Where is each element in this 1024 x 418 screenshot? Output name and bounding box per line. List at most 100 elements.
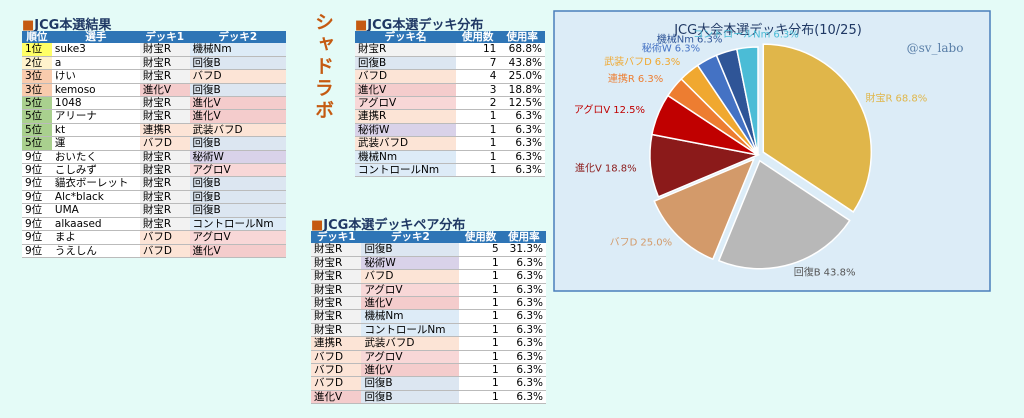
table-cell: 連携R [311,336,362,351]
header-cell: 順位 [22,31,52,44]
table-cell: コントロールNm [361,323,460,338]
table-cell: 秘術W [189,150,286,165]
table-row: 財宝R 機械Nm 1 6.3% [311,309,546,324]
table-row: 3位 けい 財宝R バフD [22,69,286,84]
table-cell: 1位 [22,43,52,57]
table-row: 機械Nm 1 6.3% [355,150,545,165]
table-row: 財宝R バフD 1 6.3% [311,269,546,284]
table-cell: 9位 [22,244,52,258]
deck-dist-title: ■JCG本選デッキ分布 [355,18,484,33]
table-row: 連携R 武装バフD 1 6.3% [311,336,546,351]
table-cell: 3位 [22,69,52,84]
table-cell: 5位 [22,136,52,151]
table-cell: 1048 [51,96,140,111]
slice-category: 財宝R [866,91,893,104]
slice-category: バフD [610,237,638,249]
table-cell: 5位 [22,123,52,138]
table-cell: アグロV [361,283,460,298]
table-cell: 機械Nm [361,309,460,324]
table-row: 連携R 1 6.3% [355,109,545,124]
watermark: @sv_labo [907,41,964,55]
table-cell: 財宝R [139,43,190,57]
table-cell: 6.3% [501,256,546,271]
table-cell: 5位 [22,96,52,111]
table-cell: けい [51,69,140,84]
table-cell: 2 [455,96,500,111]
table-cell: 6.3% [499,150,545,165]
table-cell: a [51,56,140,71]
table-cell: アグロV [355,96,456,111]
table-cell: 財宝R [311,323,362,338]
table-cell: 9位 [22,163,52,178]
slice-value: 6.3% [638,74,663,85]
slice-value: 6.3% [675,44,700,55]
table-cell: 貓衣ボーレット [51,176,140,191]
table-cell: 1 [459,336,502,351]
table-row: 9位 UMA 財宝R 回復B [22,203,286,218]
table-row: 1位 suke3 財宝R 機械Nm [22,43,286,57]
table-cell: アグロV [361,350,460,365]
table-row: 財宝R アグロV 1 6.3% [311,283,546,298]
table-cell: うえしん [51,244,140,258]
table-cell: 進化V [311,390,362,405]
table-row: 2位 a 財宝R 回復B [22,56,286,71]
table-cell: 68.8% [499,43,545,57]
header-cell: 使用数 [459,231,502,244]
header-row: 順位 選手 デッキ1 デッキ2 [22,31,286,44]
table-cell: 4 [455,69,500,84]
table-cell: 進化V [361,296,460,311]
slice-value: 68.8% [895,93,927,104]
table-cell: 財宝R [311,296,362,311]
table-cell: 回復B [361,390,460,405]
table-cell: 6.3% [499,136,545,151]
pair-dist-title: ■JCG本選デッキペア分布 [311,218,466,233]
table-cell: 1 [459,283,502,298]
header-cell: 使用数 [455,31,500,44]
table-cell: 財宝R [139,150,190,165]
table-cell: 9位 [22,230,52,245]
table-cell: まよ [51,230,140,245]
table-cell: 5位 [22,109,52,124]
table-cell: 財宝R [139,56,190,71]
table-row: 進化V 3 18.8% [355,83,545,98]
table-cell: コントロールNm [189,217,286,232]
table-cell: 運 [51,136,140,151]
table-row: コントロールNm 1 6.3% [355,163,545,178]
pie-panel: JCG大会本選デッキ分布(10/25) @sv_labo 財宝R 68.8% 回復B… [553,10,991,292]
table-cell: 6.3% [501,296,546,311]
table-cell: 1 [459,269,502,284]
slice-category: 武装バフD [604,55,652,68]
table-cell: 進化V [139,83,190,98]
table-cell: 回復B [189,83,286,98]
table-row: 5位 kt 連携R 武装バフD [22,123,286,138]
table-cell: 秘術W [355,123,456,138]
table-cell: 6.3% [501,269,546,284]
results-table: 順位 選手 デッキ1 デッキ2 1位 suke3 財宝R 機械Nm 2位 a 財宝R 回復B 3位 けい財… [22,31,286,258]
table-cell: 財宝R [311,309,362,324]
table-cell: 6.3% [501,336,546,351]
table-row: 財宝R 進化V 1 6.3% [311,296,546,311]
table-cell: 財宝R [139,203,190,218]
table-cell: UMA [51,203,140,218]
table-cell: 1 [459,376,502,391]
table-row: 財宝R 11 68.8% [355,43,545,57]
table-cell: 財宝R [311,243,362,257]
table-cell: こしみず [51,163,140,178]
table-cell: 9位 [22,190,52,205]
table-cell: 武装バフD [361,336,460,351]
table-cell: 連携R [139,123,190,138]
table-cell: おいたく [51,150,140,165]
slice-label: 連携R 6.3% [608,72,663,85]
table-row: 5位運バフD 回復B [22,136,286,151]
table-row: バフD アグロV 1 6.3% [311,350,546,365]
table-cell: 6.3% [501,350,546,365]
table-cell: 回復B [189,190,286,205]
table-cell: バフD [355,69,456,84]
table-cell: 1 [459,363,502,378]
table-cell: 財宝R [139,176,190,191]
table-cell: 財宝R [311,269,362,284]
table-cell: 6.3% [499,123,545,138]
table-cell: 武装バフD [355,136,456,151]
slice-value: 6.3% [655,57,680,68]
table-cell: 財宝R [139,163,190,178]
